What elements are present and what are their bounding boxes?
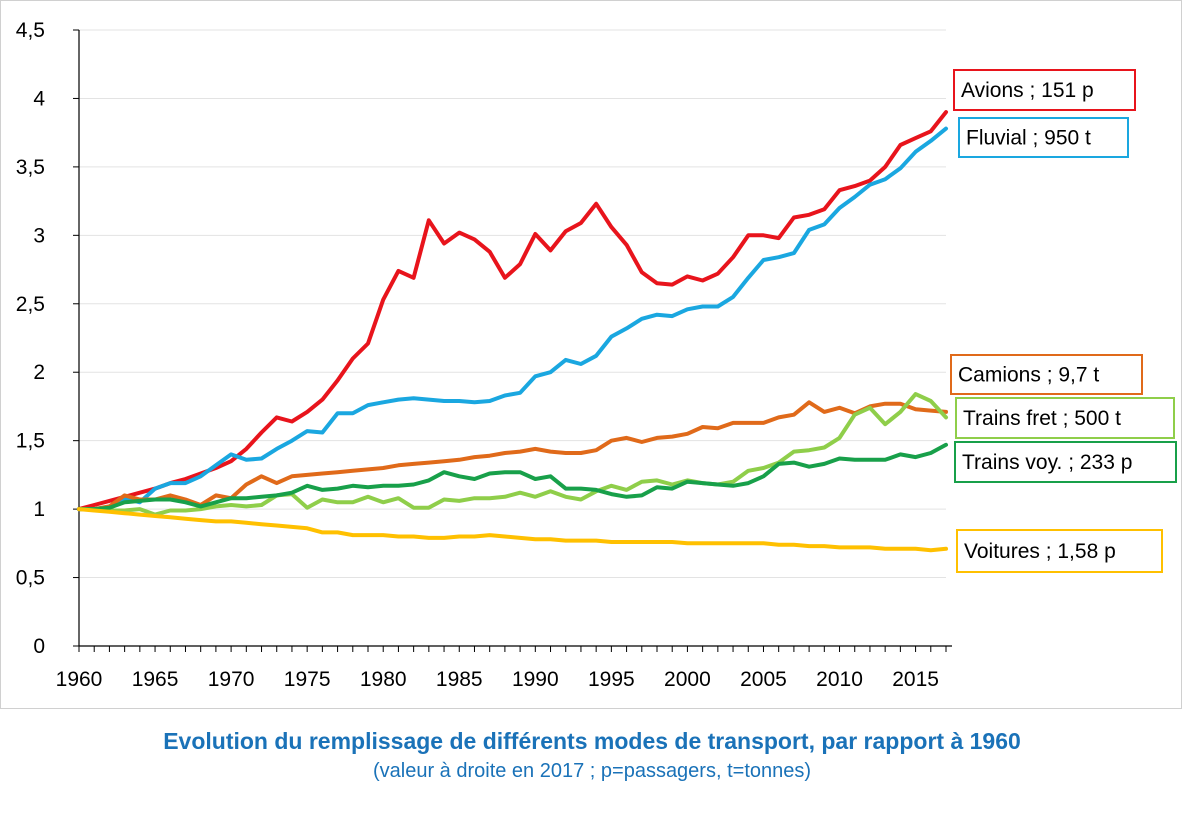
legend-box-1 — [958, 117, 1129, 158]
legend: Avions ; 151 p Fluvial ; 950 t Camions ; 9… — [950, 69, 1177, 573]
legend-box-5 — [956, 529, 1163, 573]
x-tick-label: 1995 — [588, 668, 635, 691]
series-line-5 — [77, 507, 948, 553]
y-tick-label: 4,5 — [16, 19, 45, 42]
legend-label-5: Voitures ; 1,58 p — [964, 540, 1116, 563]
y-tick-label: 0 — [33, 635, 45, 658]
series-line-0 — [77, 110, 948, 512]
legend-box-4 — [954, 441, 1177, 483]
legend-box-0 — [953, 69, 1136, 111]
legend-label-3: Trains fret ; 500 t — [963, 407, 1121, 430]
x-tick-label: 1970 — [208, 668, 255, 691]
x-tick-label: 1990 — [512, 668, 559, 691]
gridlines — [79, 29, 946, 579]
series-line-2 — [77, 400, 948, 512]
y-tick-label: 3 — [33, 224, 45, 247]
chart-subtitle: (valeur à droite en 2017 ; p=passagers, … — [372, 760, 812, 782]
series-lines — [77, 110, 948, 553]
y-tick-label: 3,5 — [16, 156, 45, 179]
chart-title: Evolution du remplissage de différents m… — [163, 728, 1021, 754]
y-tick-label: 0,5 — [16, 567, 45, 590]
series-line-1 — [77, 126, 948, 512]
x-tick-label: 1975 — [284, 668, 331, 691]
x-tick-label: 1980 — [360, 668, 407, 691]
legend-label-1: Fluvial ; 950 t — [966, 127, 1091, 150]
legend-box-2 — [950, 354, 1143, 395]
y-tick-label: 4 — [33, 87, 45, 110]
series-line-3 — [77, 392, 948, 517]
series-line-4 — [77, 442, 948, 512]
y-tick-label: 2 — [33, 361, 45, 384]
legend-box-3 — [955, 397, 1175, 439]
legend-label-4: Trains voy. ; 233 p — [962, 451, 1132, 474]
x-tick-label: 1965 — [132, 668, 179, 691]
y-tick-label: 2,5 — [16, 293, 45, 316]
legend-label-2: Camions ; 9,7 t — [958, 364, 1099, 387]
x-tick-label: 2010 — [816, 668, 863, 691]
x-tick-label: 1960 — [56, 668, 103, 691]
x-tick-label: 2000 — [664, 668, 711, 691]
x-tick-label: 2015 — [892, 668, 939, 691]
axes: 0 0,5 1 1,5 2 2,5 3 3,5 4 4,5 1960 1965 1970 1975 1980… — [16, 19, 952, 691]
chart-caption: Evolution du remplissage de différents m… — [0, 725, 1184, 785]
x-tick-label: 2005 — [740, 668, 787, 691]
line-chart: 0 0,5 1 1,5 2 2,5 3 3,5 4 4,5 1960 1965 1970 1975 1980… — [16, 19, 1177, 691]
y-tick-label: 1 — [33, 498, 45, 521]
legend-label-0: Avions ; 151 p — [961, 79, 1094, 102]
y-tick-label: 1,5 — [16, 430, 45, 453]
x-tick-label: 1985 — [436, 668, 483, 691]
